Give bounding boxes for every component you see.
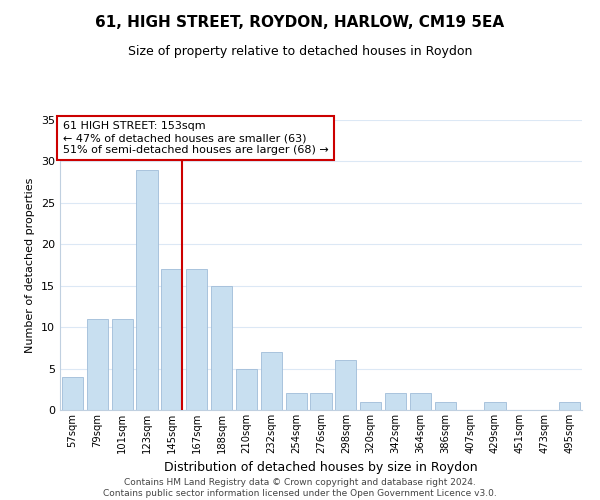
Bar [211,286,232,410]
Bar [410,394,431,410]
Y-axis label: Number of detached properties: Number of detached properties [25,178,35,352]
Text: 61 HIGH STREET: 153sqm
← 47% of detached houses are smaller (63)
51% of semi-det: 61 HIGH STREET: 153sqm ← 47% of detached… [62,122,328,154]
Text: Contains HM Land Registry data © Crown copyright and database right 2024.
Contai: Contains HM Land Registry data © Crown c… [103,478,497,498]
Bar [112,319,133,410]
Bar [186,269,207,410]
Bar [385,394,406,410]
Bar [286,394,307,410]
Text: Size of property relative to detached houses in Roydon: Size of property relative to detached ho… [128,45,472,58]
Bar [261,352,282,410]
Bar [435,402,456,410]
X-axis label: Distribution of detached houses by size in Roydon: Distribution of detached houses by size … [164,462,478,474]
Bar [62,377,83,410]
Bar [335,360,356,410]
Bar [136,170,158,410]
Bar [360,402,381,410]
Text: 61, HIGH STREET, ROYDON, HARLOW, CM19 5EA: 61, HIGH STREET, ROYDON, HARLOW, CM19 5E… [95,15,505,30]
Bar [310,394,332,410]
Bar [87,319,108,410]
Bar [236,368,257,410]
Bar [484,402,506,410]
Bar [161,269,182,410]
Bar [559,402,580,410]
